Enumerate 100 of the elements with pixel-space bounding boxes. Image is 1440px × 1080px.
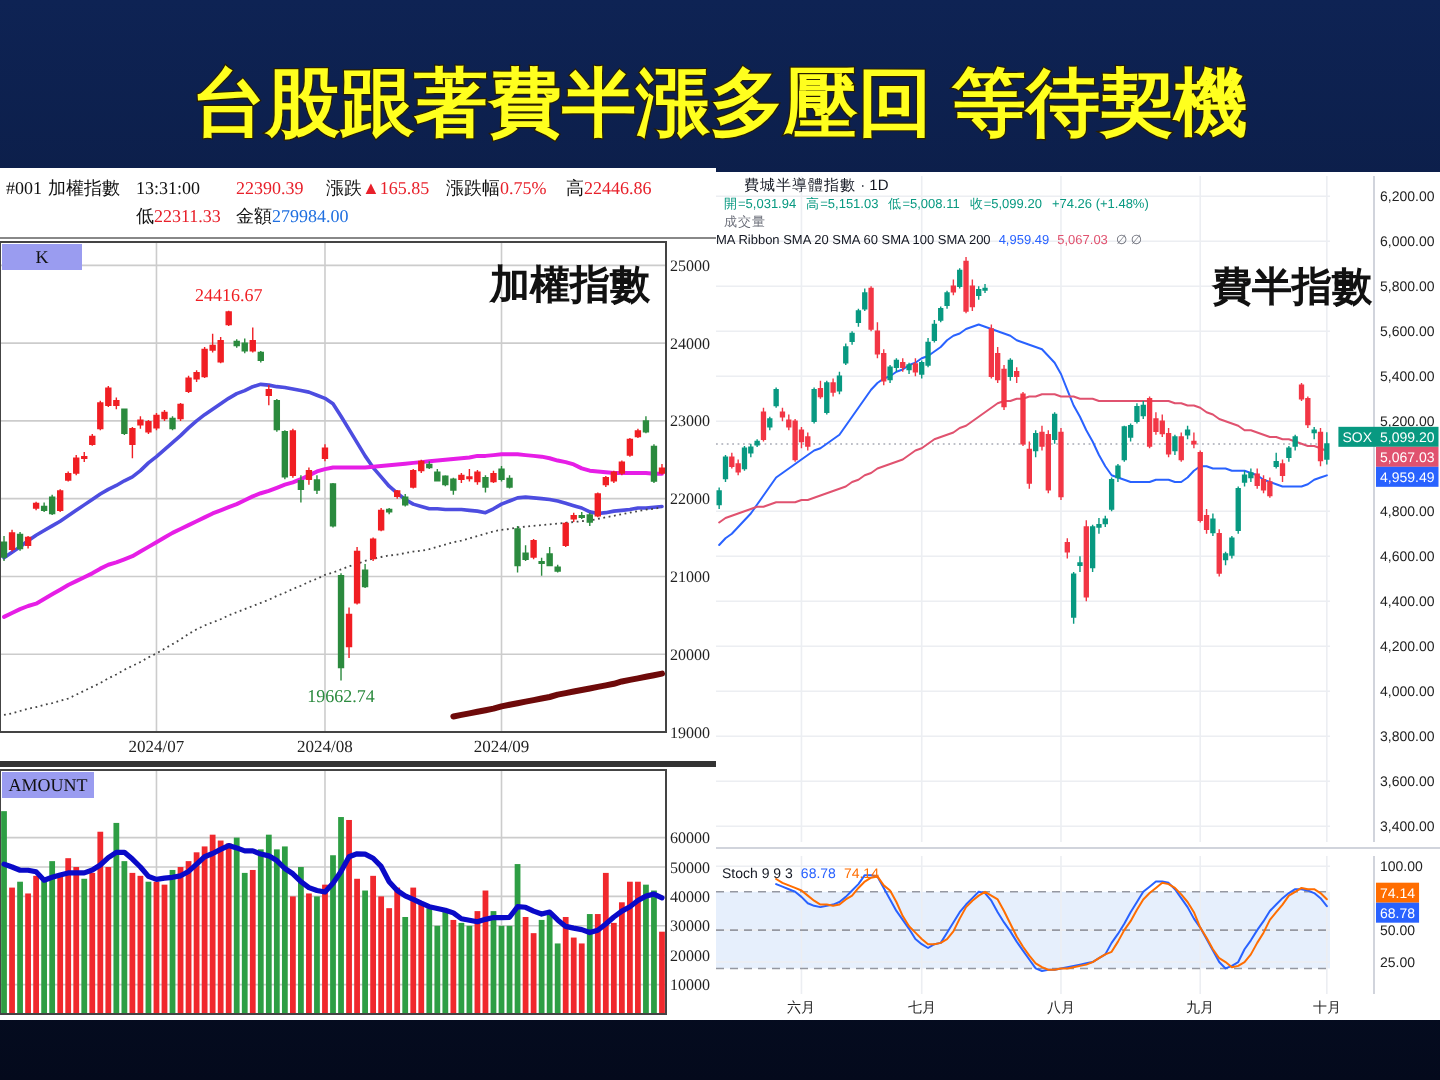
text: 22446.86 xyxy=(584,178,653,198)
candlestick xyxy=(1064,537,1070,560)
text: 22311.33 xyxy=(154,206,222,226)
bar xyxy=(265,834,272,1014)
text: 279984.00 xyxy=(272,206,350,226)
candlestick xyxy=(1014,366,1020,384)
candlestick xyxy=(225,310,232,327)
candlestick xyxy=(185,375,192,394)
candlestick xyxy=(249,326,256,354)
bar xyxy=(602,872,609,1014)
candlestick xyxy=(321,443,329,463)
bar xyxy=(578,943,585,1014)
candlestick xyxy=(729,452,735,470)
candlestick xyxy=(1254,467,1260,490)
candlestick xyxy=(1311,426,1317,440)
candlestick xyxy=(466,468,473,483)
candlestick xyxy=(1089,524,1096,573)
candlestick xyxy=(982,283,988,294)
candlestick xyxy=(410,468,417,490)
bar xyxy=(9,887,15,1014)
candlestick xyxy=(345,606,353,659)
candlestick xyxy=(1083,519,1089,602)
text: 高 xyxy=(566,178,584,198)
candlestick xyxy=(805,431,811,452)
bar xyxy=(298,867,304,1014)
candlestick xyxy=(562,521,569,548)
candlestick xyxy=(570,511,577,523)
candlestick xyxy=(169,415,176,431)
candlestick xyxy=(817,380,824,400)
candlestick xyxy=(1210,512,1216,537)
candlestick xyxy=(1172,434,1178,456)
candlestick xyxy=(121,407,128,436)
candlestick xyxy=(297,474,305,504)
bar xyxy=(402,916,409,1014)
bar xyxy=(1,811,7,1014)
bar xyxy=(651,890,657,1014)
candlestick xyxy=(1140,400,1146,420)
bar xyxy=(33,875,39,1014)
candlestick xyxy=(658,463,666,476)
y-tick-label: 25000 xyxy=(670,256,710,275)
candlestick xyxy=(735,458,741,476)
y-tick-label: 10000 xyxy=(670,976,710,995)
bar xyxy=(338,817,344,1014)
candlestick xyxy=(337,572,345,682)
bar xyxy=(627,881,633,1014)
candlestick xyxy=(634,427,642,439)
bar xyxy=(370,875,377,1014)
candlestick xyxy=(760,407,767,443)
text: 13:31:00 xyxy=(136,178,201,198)
bar xyxy=(49,861,56,1014)
annotation: K xyxy=(35,247,50,268)
bar xyxy=(426,908,433,1014)
candlestick xyxy=(900,357,906,373)
candlestick xyxy=(177,402,184,422)
candlestick xyxy=(957,267,963,290)
candlestick xyxy=(474,469,481,486)
candlestick xyxy=(241,337,248,354)
candlestick xyxy=(353,546,361,606)
text: 費半指數 xyxy=(1210,266,1374,310)
candlestick xyxy=(8,529,16,553)
bar xyxy=(113,822,120,1014)
candlestick xyxy=(1324,431,1330,466)
text: 22390.39 xyxy=(236,178,305,198)
bar xyxy=(289,896,296,1014)
candlestick xyxy=(377,507,385,533)
candlestick xyxy=(602,475,609,488)
bar xyxy=(538,919,545,1014)
candlestick xyxy=(89,433,96,447)
candlestick xyxy=(137,415,144,430)
candlestick xyxy=(40,501,48,513)
candlestick xyxy=(329,482,337,529)
candlestick xyxy=(265,384,272,407)
candlestick xyxy=(1007,357,1013,382)
candlestick xyxy=(586,511,593,527)
line-series xyxy=(1,842,665,936)
candlestick xyxy=(1235,485,1241,535)
candlestick xyxy=(1102,515,1108,528)
y-tick-label: 20000 xyxy=(670,946,710,965)
candlestick xyxy=(273,398,281,433)
bar xyxy=(81,878,88,1014)
candlestick xyxy=(1178,431,1184,463)
candlestick xyxy=(1033,429,1039,458)
bar xyxy=(281,846,288,1014)
bar xyxy=(65,858,72,1014)
candlestick xyxy=(402,493,409,508)
bar xyxy=(97,831,104,1014)
candlestick xyxy=(618,459,626,477)
bar xyxy=(659,931,665,1014)
candlestick xyxy=(1267,476,1273,499)
bar xyxy=(643,884,649,1014)
candlestick xyxy=(32,501,40,512)
candlestick xyxy=(129,426,136,459)
text: 加權指數 xyxy=(488,264,652,308)
candlestick xyxy=(843,342,849,366)
candlestick xyxy=(281,429,289,480)
bar xyxy=(314,896,320,1014)
bar xyxy=(233,837,240,1014)
candlestick xyxy=(369,536,377,562)
bar xyxy=(546,914,553,1014)
candlestick xyxy=(0,535,8,562)
